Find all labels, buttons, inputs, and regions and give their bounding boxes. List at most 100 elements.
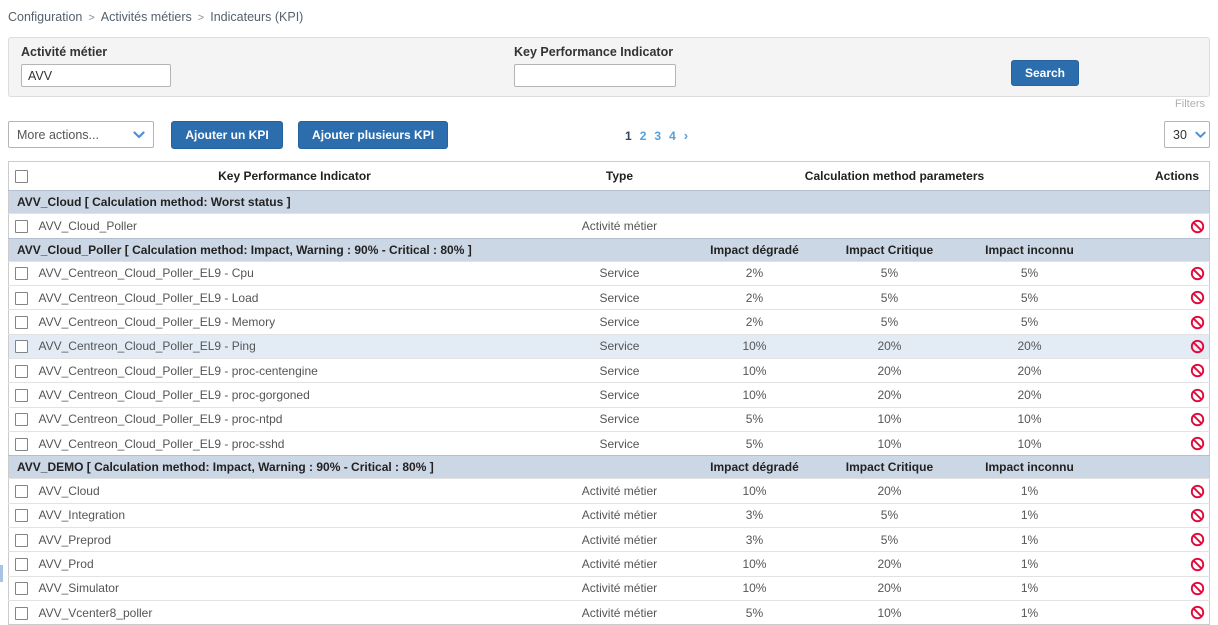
group-actions-spacer	[1104, 455, 1210, 479]
row-checkbox[interactable]	[15, 437, 29, 451]
header-type: Type	[554, 161, 685, 191]
group-subheader: Impact inconnu	[954, 455, 1105, 479]
row-checkbox[interactable]	[15, 267, 29, 281]
disable-icon[interactable]	[1190, 266, 1205, 281]
row-actions-cell	[1104, 284, 1210, 310]
row-checkbox[interactable]	[15, 316, 29, 330]
kpi-name: AVV_Simulator	[34, 575, 555, 601]
breadcrumb-activites-metiers[interactable]: Activités métiers	[100, 10, 192, 24]
row-actions-cell	[1104, 478, 1210, 504]
impact-unknown-value: 1%	[954, 599, 1105, 625]
kpi-table-body: AVV_Cloud [ Calculation method: Worst st…	[8, 190, 1210, 625]
group-subheader: Impact Critique	[824, 455, 955, 479]
row-checkbox[interactable]	[15, 291, 29, 305]
pagination-page-2[interactable]: 2	[639, 129, 647, 143]
kpi-row: AVV_Centreon_Cloud_Poller_EL9 - proc-cen…	[8, 357, 1210, 383]
impact-unknown-value: 1%	[954, 502, 1105, 528]
kpi-type: Activité métier	[554, 213, 685, 239]
row-checkbox[interactable]	[15, 340, 29, 354]
kpi-name: AVV_Centreon_Cloud_Poller_EL9 - Load	[34, 284, 555, 310]
more-actions-selected-value: More actions...	[17, 127, 99, 142]
impact-critical-value: 20%	[824, 382, 955, 408]
breadcrumb-configuration[interactable]: Configuration	[8, 10, 83, 24]
search-button[interactable]: Search	[1010, 60, 1079, 86]
pagination-page-3[interactable]: 3	[654, 129, 662, 143]
row-checkbox[interactable]	[15, 413, 29, 427]
row-checkbox[interactable]	[15, 533, 29, 547]
row-actions-cell	[1104, 309, 1210, 335]
row-checkbox[interactable]	[15, 509, 29, 523]
group-subheader	[954, 190, 1105, 214]
impact-degraded-value: 10%	[684, 575, 825, 601]
toolbar: More actions... Ajouter un KPI Ajouter p…	[8, 121, 1210, 149]
kpi-row: AVV_Centreon_Cloud_Poller_EL9 - proc-gor…	[8, 382, 1210, 408]
disable-icon[interactable]	[1190, 508, 1205, 523]
row-actions-cell	[1104, 333, 1210, 359]
kpi-input[interactable]	[514, 64, 676, 87]
group-actions-spacer	[1104, 190, 1210, 214]
impact-degraded-value: 3%	[684, 526, 825, 552]
impact-unknown-value: 1%	[954, 551, 1105, 577]
impact-unknown-value: 20%	[954, 382, 1105, 408]
kpi-row: AVV_Centreon_Cloud_Poller_EL9 - Cpu Servi…	[8, 260, 1210, 286]
row-actions-cell	[1104, 526, 1210, 552]
disable-icon[interactable]	[1190, 219, 1205, 234]
disable-icon[interactable]	[1190, 557, 1205, 572]
kpi-type: Service	[554, 309, 685, 335]
impact-critical-value: 5%	[824, 502, 955, 528]
add-kpi-button[interactable]: Ajouter un KPI	[171, 121, 283, 149]
impact-unknown-value: 20%	[954, 333, 1105, 359]
pagination-page-4[interactable]: 4	[669, 129, 676, 143]
kpi-group-row: AVV_Cloud [ Calculation method: Worst st…	[8, 190, 1210, 214]
disable-icon[interactable]	[1190, 436, 1205, 451]
impact-critical-value	[824, 213, 955, 239]
kpi-row: AVV_Simulator Activité métier 10% 20% 1%	[8, 575, 1210, 601]
impact-unknown-value: 1%	[954, 478, 1105, 504]
business-activity-input[interactable]	[21, 64, 171, 87]
add-multiple-kpi-button[interactable]: Ajouter plusieurs KPI	[298, 121, 449, 149]
group-title: AVV_Cloud [ Calculation method: Worst st…	[8, 190, 685, 214]
pagination-page-1[interactable]: 1	[625, 129, 632, 143]
row-checkbox[interactable]	[15, 389, 29, 403]
group-subheader	[824, 190, 955, 214]
page-size-select[interactable]: 30	[1164, 121, 1210, 148]
chevron-down-icon	[133, 130, 145, 138]
select-all-checkbox[interactable]	[15, 170, 28, 184]
row-actions-cell	[1104, 382, 1210, 408]
more-actions-select[interactable]: More actions...	[8, 121, 154, 148]
disable-icon[interactable]	[1190, 315, 1205, 330]
impact-degraded-value: 2%	[684, 309, 825, 335]
row-checkbox[interactable]	[15, 364, 29, 378]
kpi-name: AVV_Centreon_Cloud_Poller_EL9 - Ping	[34, 333, 555, 359]
kpi-type: Service	[554, 430, 685, 456]
kpi-name: AVV_Cloud_Poller	[34, 213, 555, 239]
kpi-type: Service	[554, 284, 685, 310]
kpi-row: AVV_Cloud_Poller Activité métier	[8, 213, 1210, 239]
disable-icon[interactable]	[1190, 412, 1205, 427]
page-size-selected-value: 30	[1173, 127, 1187, 142]
row-checkbox[interactable]	[15, 220, 29, 234]
impact-degraded-value: 10%	[684, 551, 825, 577]
row-checkbox[interactable]	[15, 606, 29, 620]
disable-icon[interactable]	[1190, 484, 1205, 499]
row-checkbox[interactable]	[15, 582, 29, 596]
row-actions-cell	[1104, 260, 1210, 286]
impact-degraded-value: 10%	[684, 357, 825, 383]
group-actions-spacer	[1104, 237, 1210, 262]
disable-icon[interactable]	[1190, 532, 1205, 547]
kpi-name: AVV_Integration	[34, 502, 555, 528]
row-checkbox[interactable]	[15, 485, 29, 499]
row-checkbox[interactable]	[15, 558, 29, 572]
kpi-table-header-row: Key Performance Indicator Type Calculati…	[8, 161, 1210, 191]
chevron-down-icon	[1195, 131, 1206, 138]
kpi-name: AVV_Centreon_Cloud_Poller_EL9 - Memory	[34, 309, 555, 335]
disable-icon[interactable]	[1190, 581, 1205, 596]
disable-icon[interactable]	[1190, 605, 1205, 620]
disable-icon[interactable]	[1190, 388, 1205, 403]
impact-critical-value: 5%	[824, 309, 955, 335]
kpi-type: Service	[554, 382, 685, 408]
disable-icon[interactable]	[1190, 339, 1205, 354]
disable-icon[interactable]	[1190, 290, 1205, 305]
pagination-next[interactable]: ›	[683, 128, 689, 143]
disable-icon[interactable]	[1190, 363, 1205, 378]
